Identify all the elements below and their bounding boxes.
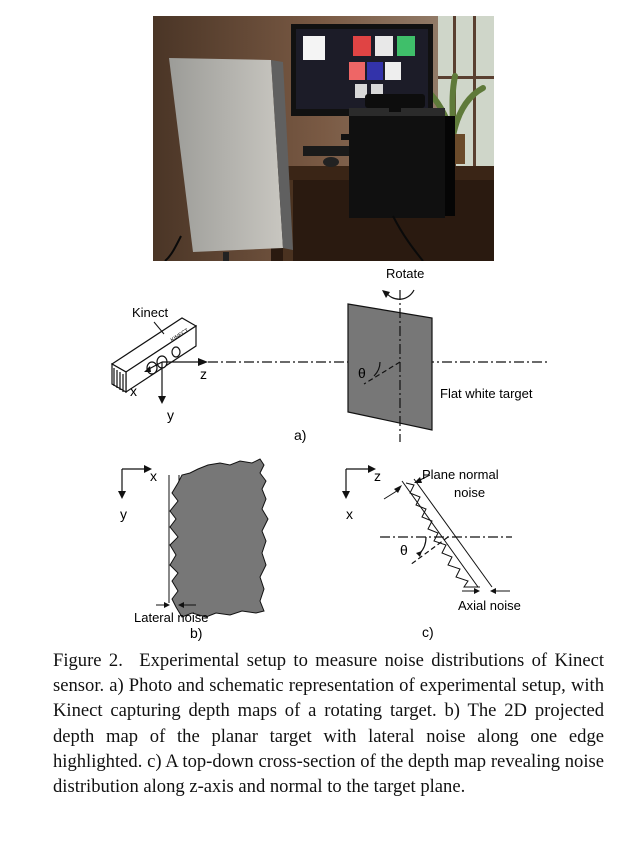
schematic-a: KINECT Kinect x y z Rotate θ Flat white … [110, 266, 548, 443]
c-x-label: x [346, 506, 353, 522]
target-board [169, 58, 293, 261]
theta-label-a: θ [358, 365, 366, 381]
target-label: Flat white target [440, 386, 533, 401]
schematic-c: z x Plane normal noise θ Axial noise c) [342, 465, 521, 640]
kinect-leader-line [153, 321, 165, 335]
axial-arrow-right [490, 588, 496, 594]
schematic-b: x y Lateral noise b) [118, 458, 269, 641]
kinect-device [110, 317, 198, 394]
figure-label: Figure 2. [53, 650, 123, 671]
kinect-y-label: y [167, 407, 174, 423]
plane-normal-line [363, 361, 401, 385]
sublabel-c: c) [422, 624, 434, 640]
projected-depth-map [169, 458, 269, 618]
c-plane-normal [409, 536, 449, 566]
c-z-label: z [374, 468, 381, 484]
band-edge-2 [413, 478, 493, 588]
kinect-x-label: x [130, 383, 137, 399]
b-x-label: x [150, 468, 157, 484]
sublabel-a: a) [294, 427, 306, 443]
rotate-label: Rotate [386, 266, 424, 281]
c-theta-arc [419, 536, 427, 554]
lateral-arrow-right [178, 602, 184, 608]
kinect-device-photo [365, 94, 425, 108]
plane-normal-label-1: Plane normal [422, 467, 499, 482]
sublabel-b: b) [190, 625, 202, 641]
pc-tower [349, 108, 455, 218]
kinect-label: Kinect [132, 305, 169, 320]
figure-caption: Figure 2. Experimental setup to measure … [53, 648, 604, 799]
axial-noise-label: Axial noise [458, 598, 521, 613]
b-y-label: y [120, 506, 127, 522]
plane-normal-arrowhead [394, 485, 402, 493]
caption-text: Experimental setup to measure noise dist… [53, 650, 605, 798]
theta-label-c: θ [400, 542, 408, 558]
plane-normal-label-2: noise [454, 485, 485, 500]
flat-target-plane [347, 303, 433, 431]
lateral-arrow-left [164, 602, 170, 608]
theta-arc [373, 361, 381, 377]
kinect-z-label: z [200, 366, 207, 382]
band-edge-1 [401, 480, 479, 588]
experiment-photo [153, 16, 494, 261]
axial-arrow-left [474, 588, 480, 594]
lateral-noise-label: Lateral noise [134, 610, 208, 625]
